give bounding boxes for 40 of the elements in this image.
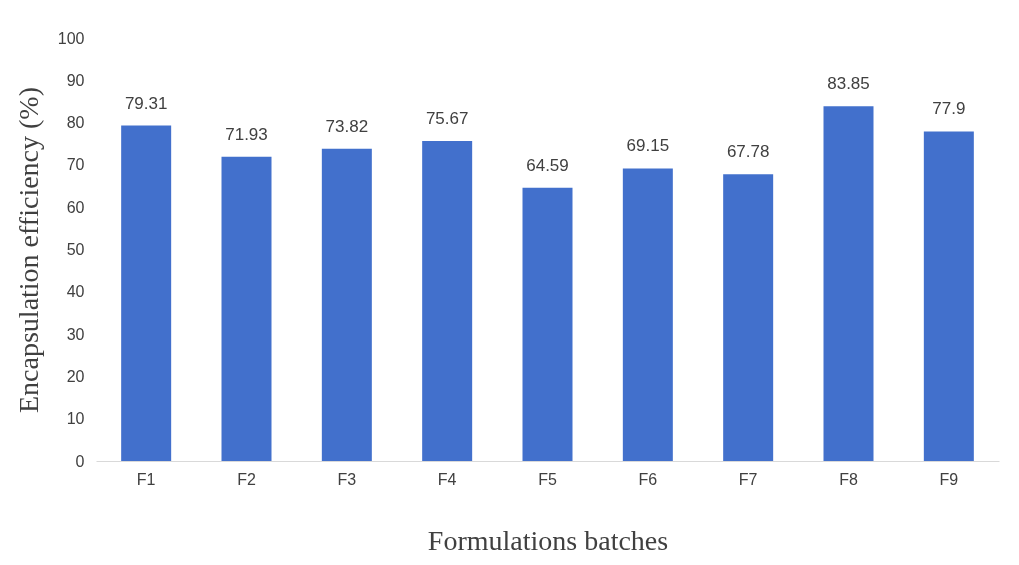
data-label: 75.67	[425, 108, 469, 128]
x-axis-title: Formulations batches	[427, 524, 669, 556]
x-tick-label: F7	[738, 470, 758, 488]
y-tick-label: 80	[66, 114, 85, 132]
bar	[422, 140, 473, 461]
y-tick-label: 90	[66, 71, 85, 89]
y-tick-label: 60	[66, 198, 85, 216]
data-label: 83.85	[827, 74, 870, 94]
y-tick-label: 30	[66, 325, 85, 343]
data-label: 77.9	[932, 99, 966, 119]
x-tick-label: F1	[136, 470, 156, 488]
y-tick-label: 50	[66, 241, 85, 258]
x-tick-label: F4	[437, 470, 457, 488]
data-label: 64.59	[526, 155, 569, 175]
x-tick-label: F2	[237, 470, 256, 488]
bar	[221, 156, 272, 461]
y-tick-label: 40	[66, 283, 85, 301]
bar	[321, 148, 372, 461]
x-tick-label: F8	[839, 470, 858, 488]
data-label: 67.78	[726, 142, 770, 162]
y-tick-label: 100	[57, 29, 85, 47]
y-tick-label: 70	[66, 156, 85, 174]
data-label: 73.82	[325, 116, 369, 136]
data-label: 71.93	[225, 124, 268, 144]
y-axis-title: Encapsulation efficiency (%)	[12, 86, 44, 414]
bar	[723, 174, 774, 461]
bar	[121, 125, 172, 461]
bar	[622, 168, 673, 461]
data-label: 79.31	[124, 93, 168, 113]
x-tick-label: F9	[939, 470, 959, 488]
x-tick-label: F6	[638, 470, 658, 488]
bar	[823, 106, 874, 461]
y-tick-label: 20	[66, 367, 85, 385]
x-tick-label: F5	[538, 470, 557, 488]
x-tick-label: F3	[337, 470, 357, 488]
y-tick-label: 10	[66, 410, 85, 428]
bar	[522, 187, 573, 461]
bar	[923, 131, 974, 461]
data-label: 69.15	[626, 136, 670, 156]
y-tick-label: 0	[75, 452, 85, 470]
